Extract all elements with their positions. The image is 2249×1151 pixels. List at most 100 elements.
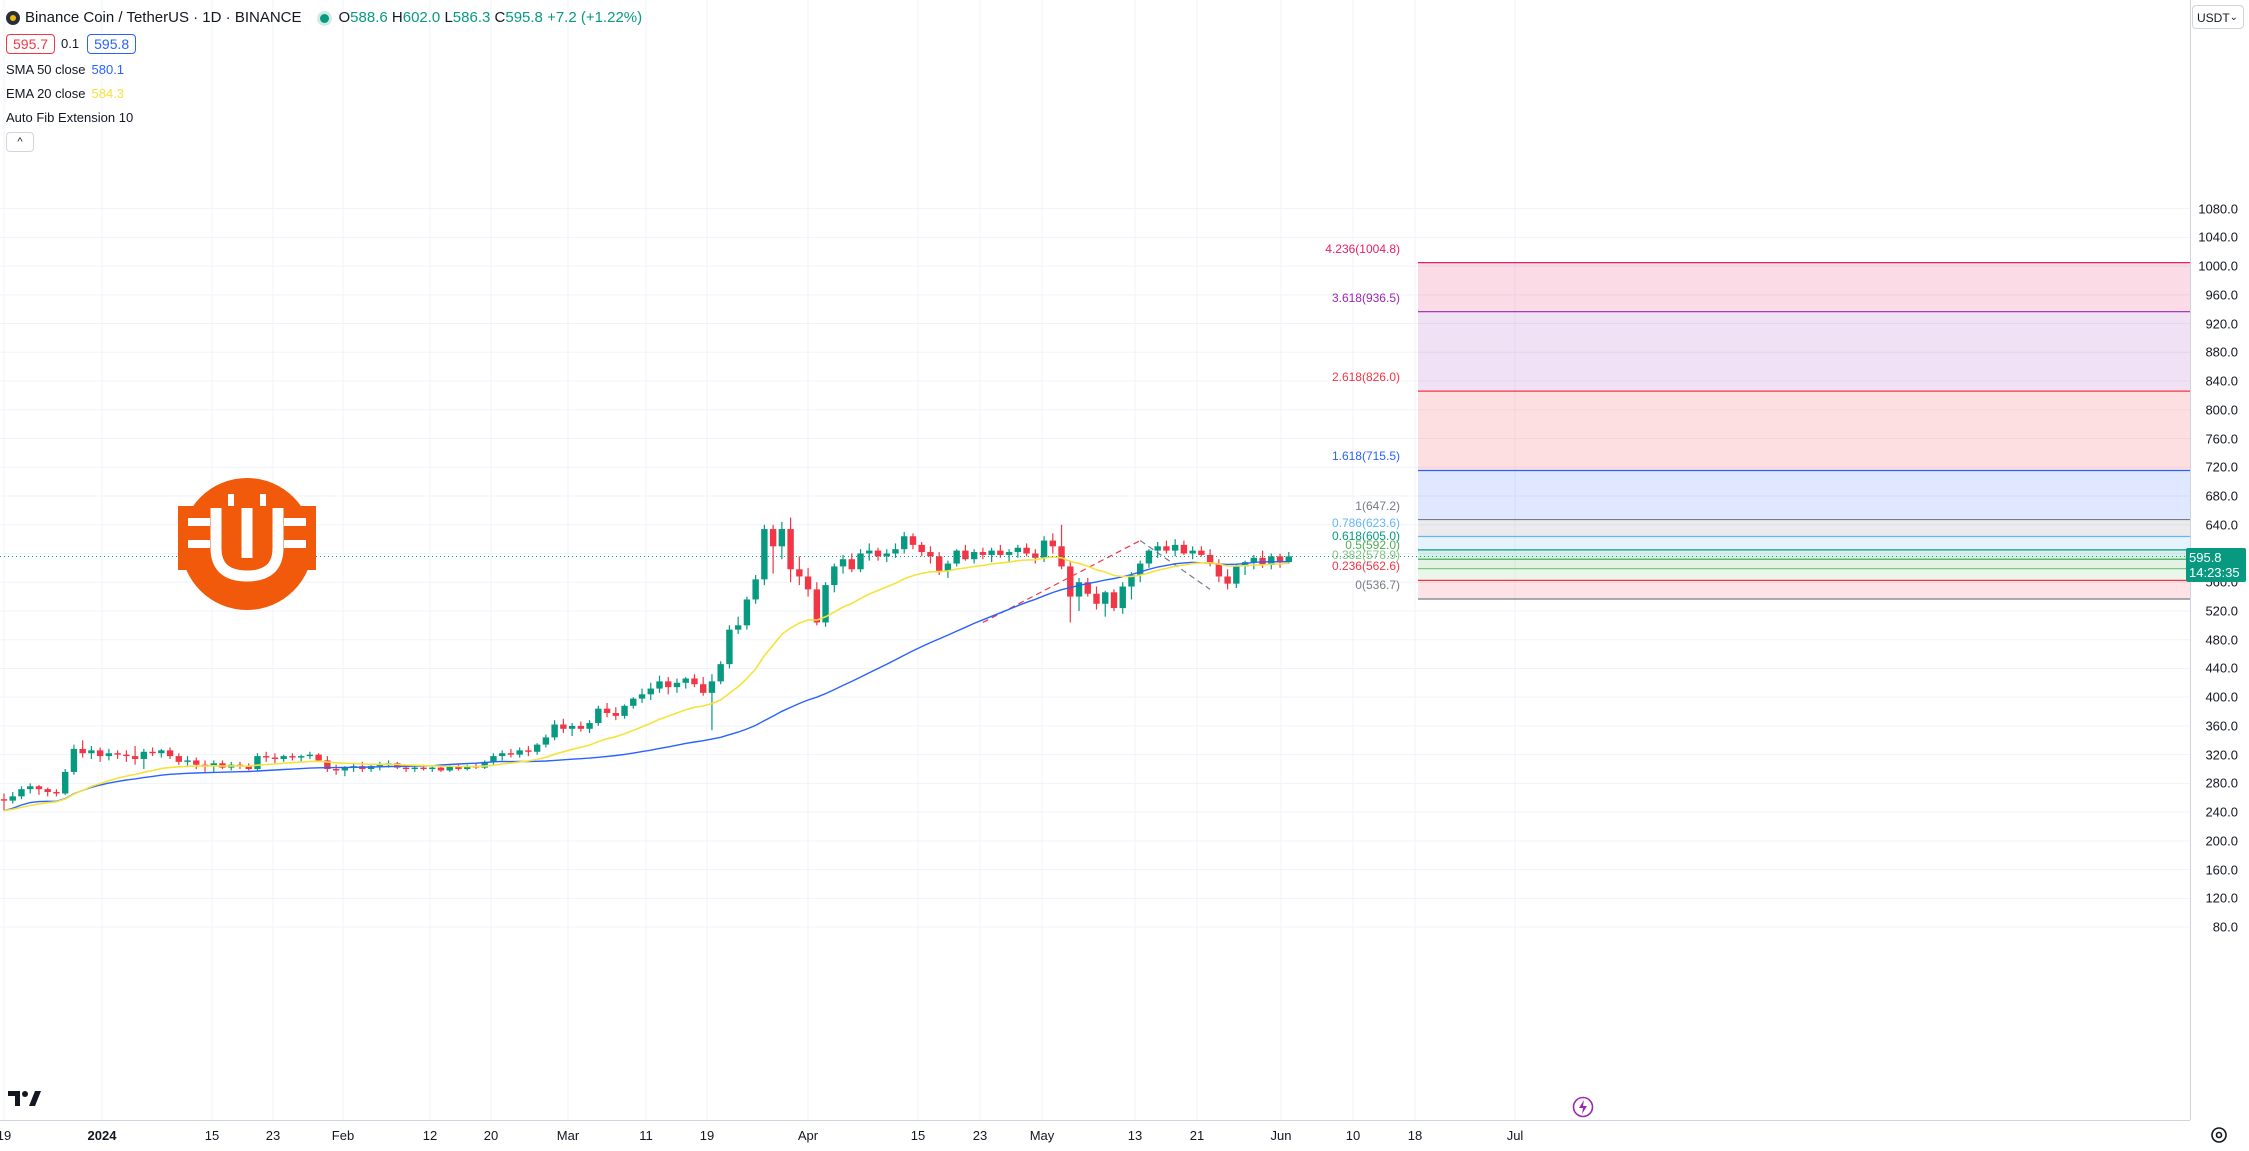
- candle-body: [997, 550, 1004, 555]
- high-value: 602.0: [402, 9, 441, 26]
- candle-body: [1093, 593, 1100, 604]
- candle-body: [595, 708, 602, 724]
- candle-body: [1058, 546, 1065, 567]
- flash-icon[interactable]: [1572, 1096, 1594, 1118]
- fib-level-label: 0.382(578.9): [1331, 547, 1400, 562]
- price-tick-label: 440.0: [2205, 660, 2238, 676]
- close-key: C: [494, 9, 506, 26]
- candle: [367, 764, 375, 772]
- tradingview-logo-icon[interactable]: [8, 1088, 42, 1108]
- candle: [464, 764, 471, 771]
- candle: [630, 697, 637, 709]
- price-tick-label: 520.0: [2205, 603, 2238, 619]
- candle: [105, 748, 113, 761]
- candle: [1058, 524, 1065, 570]
- candle: [53, 789, 60, 797]
- price-tick-label: 800.0: [2205, 402, 2238, 418]
- symbol-title[interactable]: Binance Coin / TetherUS · 1D · BINANCE: [25, 9, 302, 26]
- candle-body: [647, 688, 654, 695]
- candle-body: [394, 763, 401, 768]
- fib-level-label: 1(647.2): [1355, 498, 1400, 513]
- candle: [901, 531, 908, 554]
- candle: [1110, 589, 1118, 611]
- candle-body: [88, 750, 95, 754]
- candle-body: [455, 766, 462, 770]
- sell-price-button[interactable]: 595.7: [6, 34, 56, 54]
- candle: [1198, 546, 1205, 557]
- candle: [752, 575, 759, 604]
- candle-body: [175, 756, 182, 762]
- fib-level-label: 1.618(715.5): [1331, 449, 1400, 464]
- price-tick-label: 720.0: [2205, 459, 2238, 475]
- candle: [1215, 559, 1223, 583]
- indicator-name: EMA 20 close: [6, 86, 86, 101]
- indicator-ema[interactable]: EMA 20 close 584.3: [6, 82, 642, 106]
- currency-dropdown[interactable]: USDT ⌄: [2192, 5, 2244, 29]
- candle-body: [70, 748, 78, 772]
- indicator-sma[interactable]: SMA 50 close 580.1: [6, 58, 642, 82]
- candle-body: [1206, 554, 1214, 564]
- candle: [166, 747, 174, 759]
- candle-body: [1268, 556, 1275, 565]
- change-value: +7.2 (+1.22%): [547, 9, 643, 26]
- candle-body: [944, 563, 952, 571]
- candle-body: [866, 550, 873, 554]
- candle-body: [1276, 556, 1284, 563]
- candle-body: [1049, 540, 1056, 547]
- candle-body: [332, 769, 340, 771]
- candle-body: [970, 552, 978, 560]
- candle: [498, 750, 506, 761]
- candle-body: [726, 629, 733, 665]
- candle-body: [1014, 547, 1022, 553]
- indicator-fib[interactable]: Auto Fib Extension 10: [6, 106, 642, 130]
- candle: [429, 766, 436, 772]
- candle-body: [630, 698, 637, 706]
- buy-price-button[interactable]: 595.8: [87, 34, 137, 54]
- candle: [551, 720, 558, 741]
- candle-body: [656, 681, 663, 689]
- candle-body: [1128, 575, 1135, 587]
- price-tick-label: 200.0: [2205, 833, 2238, 849]
- candle-body: [96, 750, 104, 757]
- last-price-value: 595.8: [2189, 550, 2222, 565]
- candle: [603, 702, 611, 718]
- time-tick-label: Jul: [1506, 1128, 1524, 1143]
- indicator-value: 580.1: [91, 62, 125, 77]
- collapse-legend-button[interactable]: ^: [6, 132, 34, 152]
- last-price-label: 595.8 14:23:35: [2186, 548, 2246, 582]
- candle: [796, 556, 803, 586]
- candle: [1163, 540, 1170, 554]
- time-axis[interactable]: 19 2024 15 23 Feb 12 20 Mar 11 19 Apr 15 23 May 13 21 Ju…: [0, 1120, 2190, 1151]
- candle: [315, 753, 322, 762]
- candle-body: [682, 678, 689, 683]
- time-tick-label: 18: [1407, 1128, 1423, 1143]
- candle-body: [35, 786, 43, 790]
- candle: [743, 596, 751, 630]
- candle: [700, 677, 707, 696]
- symbol-row: Binance Coin / TetherUS · 1D · BINANCE O…: [6, 6, 642, 30]
- candle: [988, 547, 995, 563]
- candle-body: [979, 552, 987, 555]
- fib-zone: [1418, 568, 2190, 581]
- candlestick-chart[interactable]: [0, 0, 2190, 1120]
- candle: [149, 747, 156, 757]
- candle: [962, 544, 969, 561]
- open-key: O: [338, 9, 351, 26]
- candle-body: [9, 796, 16, 801]
- time-tick-label: 13: [1127, 1128, 1143, 1143]
- price-tick-label: 1000.0: [2198, 258, 2238, 274]
- gear-icon[interactable]: [2208, 1124, 2230, 1146]
- time-tick-label: 15: [204, 1128, 220, 1143]
- candle-body: [848, 559, 855, 570]
- candle: [1276, 553, 1284, 568]
- price-tick-label: 920.0: [2205, 316, 2238, 332]
- candle: [394, 761, 401, 770]
- candle: [813, 582, 821, 626]
- candle-body: [210, 763, 217, 767]
- candle-body: [280, 756, 287, 759]
- candle-body: [1005, 552, 1013, 555]
- candle-body: [927, 552, 934, 557]
- candle-body: [1198, 550, 1205, 555]
- time-tick-label: 21: [1189, 1128, 1205, 1143]
- candle: [175, 753, 182, 765]
